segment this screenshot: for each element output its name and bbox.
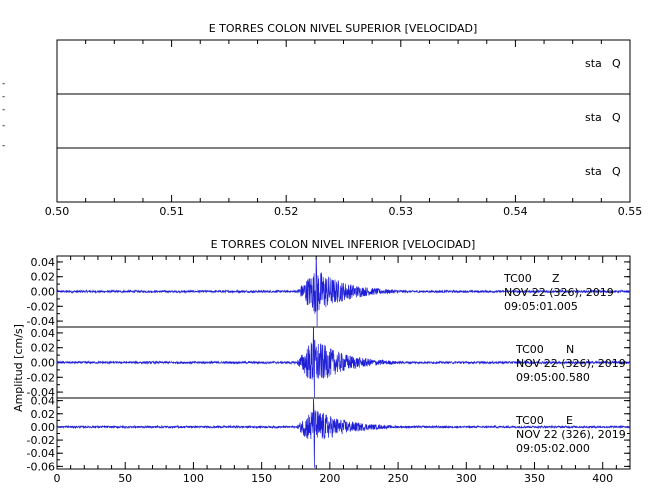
lower-channel-label: TC00 Z NOV 22 (326), 2019 09:05:01.005 — [503, 272, 614, 313]
channel-date: NOV 22 (326), 2019 — [516, 357, 626, 370]
lower-y-tick-label: 0.04 — [31, 256, 56, 269]
upper-panel-frame — [56, 39, 631, 203]
upper-y-tick-mark: - — [2, 92, 5, 102]
lower-y-tick-label: 0.04 — [31, 395, 56, 408]
lower-y-tick-label: -0.04 — [27, 386, 55, 399]
lower-y-tick-label: 0.00 — [31, 421, 56, 434]
upper-x-minor-ticks — [56, 40, 631, 202]
channel-time: 09:05:01.005 — [504, 300, 578, 313]
lower-y-tick-label: 0.02 — [31, 408, 56, 421]
lower-x-tick-label: 250 — [388, 472, 409, 485]
channel-time: 09:05:02.000 — [516, 442, 590, 455]
lower-y-tick-label: -0.02 — [27, 371, 55, 384]
upper-panel-title: E TORRES COLON NIVEL SUPERIOR [VELOCIDAD… — [209, 22, 478, 35]
upper-channel-station: sta — [585, 165, 602, 178]
upper-channel-label: sta Q — [585, 111, 621, 124]
lower-y-tick-label: -0.04 — [27, 315, 55, 328]
upper-channel-label: sta Q — [585, 165, 621, 178]
lower-channel-label: TC00 N NOV 22 (326), 2019 09:05:00.580 — [515, 343, 626, 384]
upper-x-tick-label: 0.51 — [159, 205, 184, 218]
channel-station: TC00 — [503, 272, 532, 285]
lower-y-tick-label: 0.00 — [31, 357, 56, 370]
lower-x-tick-label: 0 — [54, 472, 61, 485]
lower-x-minor-ticks — [56, 256, 631, 469]
lower-x-tick-label: 100 — [183, 472, 204, 485]
lower-x-tick-label: 350 — [524, 472, 545, 485]
lower-panel: E TORRES COLON NIVEL INFERIOR [VELOCIDAD… — [12, 238, 631, 485]
upper-y-tick-mark: - — [2, 79, 5, 89]
trace-tc00-z — [56, 257, 631, 327]
lower-traces — [56, 257, 631, 468]
upper-x-tick-label: 0.55 — [618, 205, 643, 218]
lower-panel-ylabel: Amplitud [cm/s] — [12, 324, 25, 412]
lower-x-tick-label: 300 — [456, 472, 477, 485]
lower-panel-title: E TORRES COLON NIVEL INFERIOR [VELOCIDAD… — [211, 238, 476, 251]
upper-y-tick-mark: - — [2, 121, 5, 131]
upper-panel: E TORRES COLON NIVEL SUPERIOR [VELOCIDAD… — [2, 22, 642, 218]
lower-x-tick-labels: 0 50 100 150 200 250 300 350 400 — [54, 472, 614, 485]
upper-y-tick-mark: - — [2, 141, 5, 151]
upper-channel-code: Q — [612, 57, 621, 70]
lower-x-tick-label: 400 — [592, 472, 613, 485]
channel-component: Z — [552, 272, 560, 285]
lower-y-tick-label: -0.02 — [27, 300, 55, 313]
channel-station: TC00 — [515, 343, 544, 356]
channel-date: NOV 22 (326), 2019 — [516, 428, 626, 441]
upper-x-tick-labels: 0.50 0.51 0.52 0.53 0.54 0.55 — [45, 205, 643, 218]
lower-y-tick-label: 0.02 — [31, 342, 56, 355]
upper-x-tick-label: 0.54 — [503, 205, 528, 218]
upper-channel-code: Q — [612, 111, 621, 124]
lower-y-tick-label: -0.06 — [27, 460, 55, 473]
upper-y-tick-marks: - - - - - — [2, 79, 5, 151]
upper-channel-station: sta — [585, 57, 602, 70]
trace-tc00-n — [56, 327, 631, 398]
lower-channel-label: TC00 E NOV 22 (326), 2019 09:05:02.000 — [515, 414, 626, 455]
upper-x-tick-label: 0.52 — [274, 205, 299, 218]
lower-x-tick-label: 200 — [319, 472, 340, 485]
channel-component: E — [566, 414, 573, 427]
upper-x-tick-label: 0.53 — [389, 205, 414, 218]
lower-y-tick-label: 0.04 — [31, 327, 56, 340]
lower-x-tick-label: 150 — [251, 472, 272, 485]
upper-x-tick-label: 0.50 — [45, 205, 70, 218]
lower-y-tick-label: 0.00 — [31, 286, 56, 299]
channel-date: NOV 22 (326), 2019 — [504, 286, 614, 299]
upper-y-tick-mark: - — [2, 105, 5, 115]
channel-time: 09:05:00.580 — [516, 371, 590, 384]
upper-channel-station: sta — [585, 111, 602, 124]
lower-x-tick-label: 50 — [118, 472, 132, 485]
lower-y-tick-label: -0.04 — [27, 447, 55, 460]
lower-y-tick-label: 0.02 — [31, 271, 56, 284]
upper-channel-code: Q — [612, 165, 621, 178]
upper-channel-label: sta Q — [585, 57, 621, 70]
lower-y-tick-label: -0.02 — [27, 434, 55, 447]
channel-station: TC00 — [515, 414, 544, 427]
channel-component: N — [566, 343, 574, 356]
trace-tc00-e — [56, 398, 631, 468]
